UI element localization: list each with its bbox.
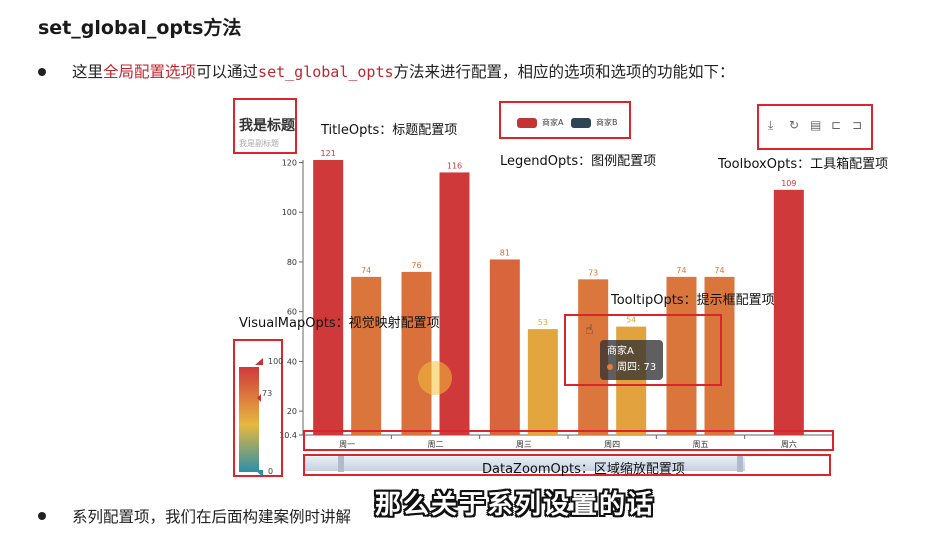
chart-title: 我是标题 [239,118,295,134]
bar-value-label: 73 [588,268,598,277]
bar-value-label: 74 [714,266,724,275]
bar-a[interactable] [773,189,804,435]
intro-highlight: 全局配置选项 [103,63,197,81]
title-opts-box [233,98,297,154]
bar-value-label: 53 [538,318,548,327]
title-opts-label: TitleOpts：标题配置项 [321,123,458,138]
tooltip-item: 周四: 73 [617,362,657,373]
bar-a[interactable] [666,276,697,435]
zoom-icon[interactable]: ⊏ [831,118,842,132]
tooltip-popup: 商家A 周四: 73 [600,340,664,380]
data-view-icon[interactable]: ▤ [810,118,822,132]
intro-code: set_global_opts [258,63,394,81]
chart-subtitle: 我是副标题 [239,139,279,148]
intro-middle: 可以通过 [196,63,259,81]
legend-label-b: 商家B [596,118,618,127]
bar-value-label: 116 [447,161,462,170]
visualmap-min-label: 0 [268,467,274,476]
datazoom-right-handle[interactable] [737,456,743,472]
bar-a[interactable] [313,160,344,435]
tooltip-opts-label: TooltipOpts：提示框配置项 [611,293,775,308]
video-subtitle-caption: 那么关于系列设置的话 [375,490,656,520]
bullet-dot-2 [38,512,46,520]
download-icon[interactable]: ⤓ [768,118,774,132]
bar-value-label: 76 [411,261,421,270]
x-tick-label: 周三 [516,440,532,449]
x-tick-label: 周四 [604,440,620,449]
bar-b[interactable] [351,276,382,435]
x-tick-label: 周六 [781,439,797,449]
bar-value-label: 121 [321,149,336,158]
legend-item-a[interactable]: 商家A [517,117,563,128]
tooltip-series: 商家A [607,346,634,357]
intro-line: 这里全局配置选项可以通过set_global_opts方法来进行配置，相应的选项… [72,60,735,82]
restore-icon[interactable]: ⊐ [852,118,863,132]
datazoom-opts-box [303,454,831,476]
visualmap-current-label: 73 [262,389,273,398]
legend-item-b[interactable]: 商家B [571,117,618,128]
bar-a[interactable] [401,271,432,435]
tooltip-dot [607,364,613,370]
tooltip-opts-box [564,314,722,386]
toolbox-opts-label: ToolboxOpts：工具箱配置项 [718,157,889,172]
bar-b[interactable] [704,276,735,435]
bar-b[interactable] [527,329,558,435]
series-note: 系列配置项，我们在后面构建案例时讲解 [72,508,352,526]
toolbox-opts-box [757,104,873,150]
xaxis-highlight-box [303,430,834,451]
x-tick-label: 周五 [693,440,709,449]
page-heading: set_global_opts方法 [38,17,242,39]
refresh-icon[interactable]: ↻ [789,118,800,132]
visualmap-opts-box [233,339,283,477]
intro-prefix: 这里 [72,63,104,81]
bar-value-label: 74 [676,266,686,275]
datazoom-left-handle[interactable] [338,456,344,472]
x-tick-label: 周二 [428,440,444,449]
bar-chart: 10.4 20 40 60 80 100 120 周一 周二 周三 周四 周五 周六 121 74 76 11… [239,149,834,477]
visualmap-gradient-bar[interactable] [239,367,259,472]
y-tick-label: 60 [287,308,297,317]
intro-suffix: 方法来进行配置，相应的选项和选项的功能如下： [393,63,735,81]
y-tick-label: 100 [282,208,297,217]
cursor-icon: ☝ [585,322,594,338]
bar-value-label: 81 [500,248,510,257]
legend-swatch-a [517,117,537,128]
y-tick-label: 120 [282,158,297,167]
tooltip-item-row: 周四: 73 [607,360,656,376]
visualmap-max-label: 100 [268,357,284,366]
visualmap-current-indicator [257,394,261,402]
datazoom-slider-track[interactable] [305,457,745,471]
hover-glow [418,361,452,395]
y-tick-label: 10.4 [279,431,297,440]
bar-value-label: 54 [626,316,636,325]
visualmap-opts-label: VisualMapOpts：视觉映射配置项 [239,316,440,331]
x-tick-label: 周一 [339,440,355,449]
bar-value-label: 109 [781,179,796,188]
y-tick-label: 20 [287,407,297,416]
legend-swatch-b [571,117,591,128]
bar-b[interactable] [439,172,470,435]
legend-opts-label: LegendOpts：图例配置项 [500,154,657,169]
legend-opts-box [499,101,631,139]
y-tick-label: 80 [287,258,297,267]
chart-figure: 10.4 20 40 60 80 100 120 周一 周二 周三 周四 周五 周六 121 74 76 11… [225,92,905,482]
legend-label-a: 商家A [542,118,564,127]
datazoom-opts-label: DataZoomOpts：区域缩放配置项 [482,462,685,477]
bar-value-label: 74 [361,266,371,275]
visualmap-top-handle[interactable] [255,358,263,365]
bar-a[interactable] [489,259,520,435]
bullet-dot [38,68,46,76]
y-tick-label: 40 [287,357,297,366]
